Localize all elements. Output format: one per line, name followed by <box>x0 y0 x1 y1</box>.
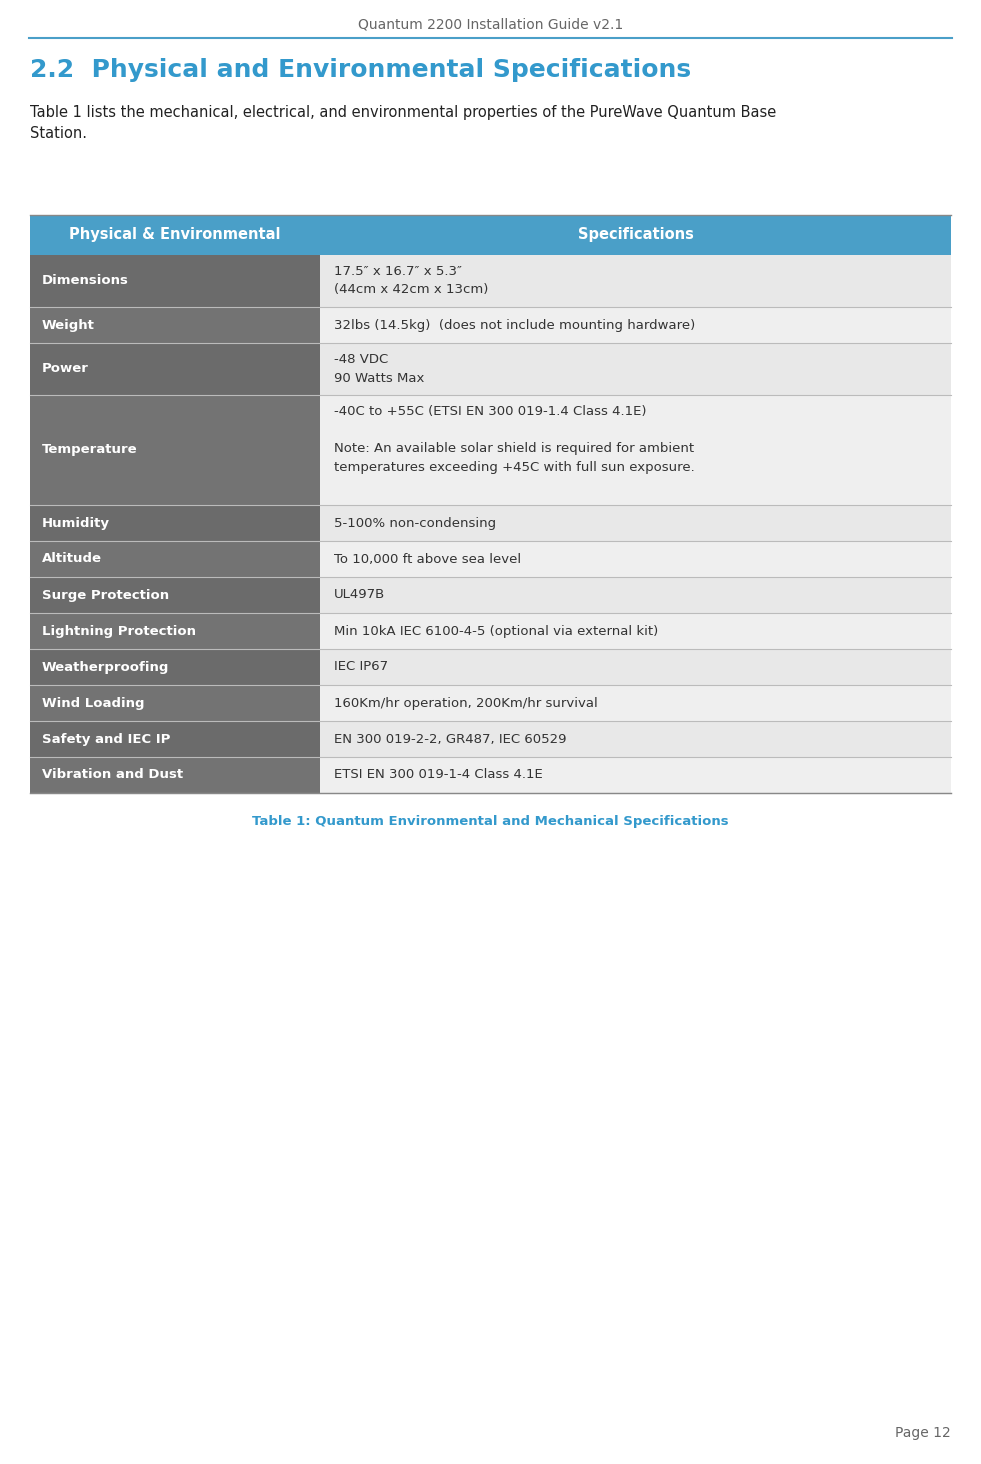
Bar <box>320 685 951 720</box>
Bar <box>30 757 320 793</box>
Bar <box>30 577 320 613</box>
Bar <box>30 395 320 505</box>
Text: -48 VDC
90 Watts Max: -48 VDC 90 Watts Max <box>335 353 425 385</box>
Text: EN 300 019-2-2, GR487, IEC 60529: EN 300 019-2-2, GR487, IEC 60529 <box>335 732 567 745</box>
Text: Min 10kA IEC 6100-4-5 (optional via external kit): Min 10kA IEC 6100-4-5 (optional via exte… <box>335 625 658 637</box>
Text: Lightning Protection: Lightning Protection <box>42 625 196 637</box>
Bar <box>320 577 951 613</box>
Text: Weight: Weight <box>42 319 95 331</box>
Bar <box>320 343 951 395</box>
Text: Power: Power <box>42 363 89 375</box>
Text: Table 1 lists the mechanical, electrical, and environmental properties of the Pu: Table 1 lists the mechanical, electrical… <box>30 105 776 141</box>
Bar <box>320 215 951 255</box>
Text: To 10,000 ft above sea level: To 10,000 ft above sea level <box>335 552 521 565</box>
Bar <box>320 505 951 542</box>
Text: Surge Protection: Surge Protection <box>42 589 169 602</box>
Bar <box>320 307 951 343</box>
Text: Vibration and Dust: Vibration and Dust <box>42 769 183 782</box>
Text: 32lbs (14.5kg)  (does not include mounting hardware): 32lbs (14.5kg) (does not include mountin… <box>335 319 696 331</box>
Text: IEC IP67: IEC IP67 <box>335 660 388 673</box>
Text: Physical & Environmental: Physical & Environmental <box>70 227 281 243</box>
Bar <box>30 215 320 255</box>
Text: Specifications: Specifications <box>578 227 694 243</box>
Bar <box>30 720 320 757</box>
Text: 160Km/hr operation, 200Km/hr survival: 160Km/hr operation, 200Km/hr survival <box>335 697 597 710</box>
Text: ETSI EN 300 019-1-4 Class 4.1E: ETSI EN 300 019-1-4 Class 4.1E <box>335 769 542 782</box>
Bar <box>320 395 951 505</box>
Bar <box>320 720 951 757</box>
Bar <box>30 649 320 685</box>
Bar <box>30 255 320 307</box>
Text: -40C to +55C (ETSI EN 300 019-1.4 Class 4.1E)

Note: An available solar shield i: -40C to +55C (ETSI EN 300 019-1.4 Class … <box>335 406 695 473</box>
Bar <box>30 542 320 577</box>
Bar <box>30 307 320 343</box>
Text: UL497B: UL497B <box>335 589 386 602</box>
Text: Quantum 2200 Installation Guide v2.1: Quantum 2200 Installation Guide v2.1 <box>358 18 623 32</box>
Text: Safety and IEC IP: Safety and IEC IP <box>42 732 171 745</box>
Text: Page 12: Page 12 <box>896 1426 951 1441</box>
Text: Table 1: Quantum Environmental and Mechanical Specifications: Table 1: Quantum Environmental and Mecha… <box>252 815 729 829</box>
Bar <box>320 757 951 793</box>
Bar <box>30 613 320 649</box>
Bar <box>320 649 951 685</box>
Text: 2.2  Physical and Environmental Specifications: 2.2 Physical and Environmental Specifica… <box>30 59 692 82</box>
Bar <box>320 542 951 577</box>
Text: 5-100% non-condensing: 5-100% non-condensing <box>335 517 496 530</box>
Text: Humidity: Humidity <box>42 517 110 530</box>
Bar <box>30 505 320 542</box>
Bar <box>30 343 320 395</box>
Text: Temperature: Temperature <box>42 444 137 457</box>
Bar <box>320 613 951 649</box>
Bar <box>30 685 320 720</box>
Text: Dimensions: Dimensions <box>42 275 129 287</box>
Text: Altitude: Altitude <box>42 552 102 565</box>
Bar <box>320 255 951 307</box>
Text: Wind Loading: Wind Loading <box>42 697 144 710</box>
Text: Weatherproofing: Weatherproofing <box>42 660 170 673</box>
Text: 17.5″ x 16.7″ x 5.3″
(44cm x 42cm x 13cm): 17.5″ x 16.7″ x 5.3″ (44cm x 42cm x 13cm… <box>335 265 489 297</box>
